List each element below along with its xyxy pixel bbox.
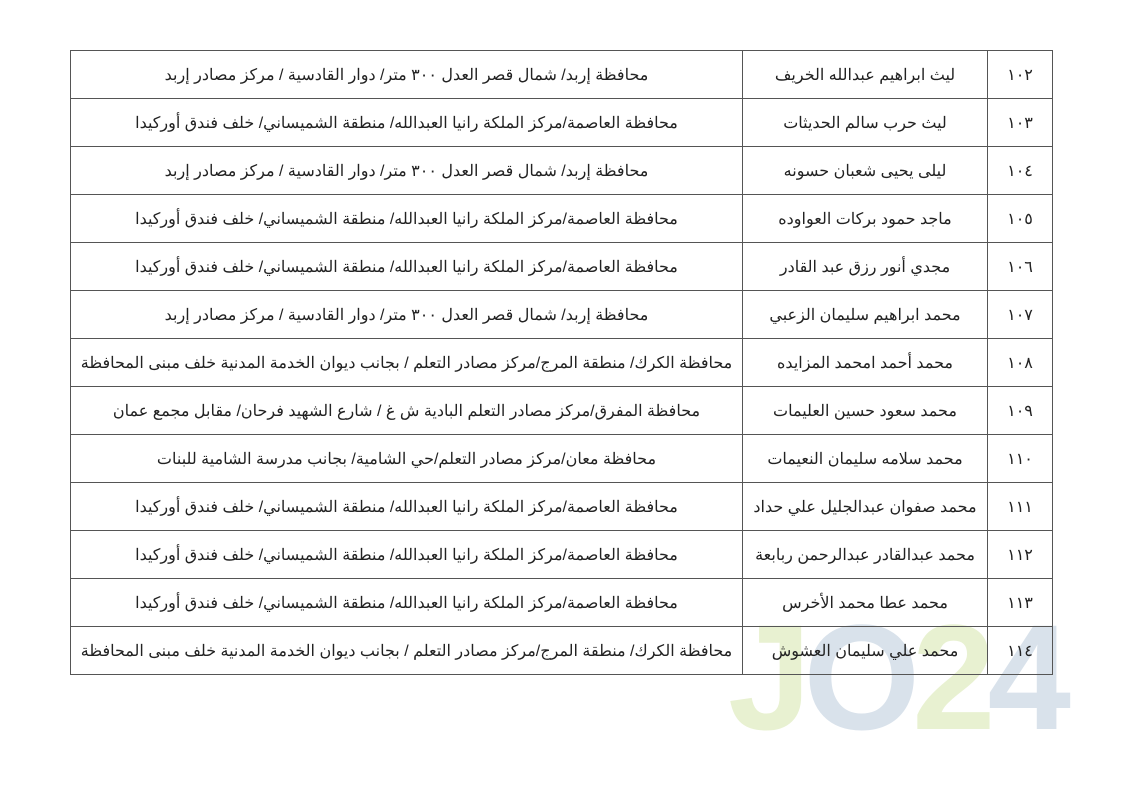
- cell-name: محمد صفوان عبدالجليل علي حداد: [743, 483, 988, 531]
- table-row: ١٠٣ليث حرب سالم الحديثاتمحافظة العاصمة/م…: [71, 99, 1053, 147]
- table-row: ١٠٢ليث ابراهيم عبدالله الخريفمحافظة إربد…: [71, 51, 1053, 99]
- cell-name: محمد ابراهيم سليمان الزعبي: [743, 291, 988, 339]
- cell-number: ١٠٢: [988, 51, 1053, 99]
- cell-name: محمد أحمد امحمد المزايده: [743, 339, 988, 387]
- table-row: ١٠٤ليلى يحيى شعبان حسونهمحافظة إربد/ شما…: [71, 147, 1053, 195]
- cell-location: محافظة العاصمة/مركز الملكة رانيا العبدال…: [71, 99, 743, 147]
- cell-number: ١١١: [988, 483, 1053, 531]
- table-row: ١٠٦مجدي أنور رزق عبد القادرمحافظة العاصم…: [71, 243, 1053, 291]
- table-row: ١١٤محمد علي سليمان العشوشمحافظة الكرك/ م…: [71, 627, 1053, 675]
- table-row: ١٠٥ماجد حمود بركات العواودهمحافظة العاصم…: [71, 195, 1053, 243]
- cell-number: ١٠٨: [988, 339, 1053, 387]
- cell-name: مجدي أنور رزق عبد القادر: [743, 243, 988, 291]
- table-row: ١١١محمد صفوان عبدالجليل علي حدادمحافظة ا…: [71, 483, 1053, 531]
- cell-number: ١١٤: [988, 627, 1053, 675]
- cell-name: محمد سلامه سليمان النعيمات: [743, 435, 988, 483]
- cell-number: ١١٠: [988, 435, 1053, 483]
- cell-number: ١٠٩: [988, 387, 1053, 435]
- table-row: ١١٠محمد سلامه سليمان النعيماتمحافظة معان…: [71, 435, 1053, 483]
- cell-location: محافظة إربد/ شمال قصر العدل ٣٠٠ متر/ دوا…: [71, 147, 743, 195]
- cell-location: محافظة إربد/ شمال قصر العدل ٣٠٠ متر/ دوا…: [71, 51, 743, 99]
- table-container: ١٠٢ليث ابراهيم عبدالله الخريفمحافظة إربد…: [70, 50, 1053, 675]
- cell-number: ١٠٣: [988, 99, 1053, 147]
- cell-number: ١١٢: [988, 531, 1053, 579]
- cell-location: محافظة العاصمة/مركز الملكة رانيا العبدال…: [71, 243, 743, 291]
- cell-number: ١٠٦: [988, 243, 1053, 291]
- table-row: ١٠٨محمد أحمد امحمد المزايدهمحافظة الكرك/…: [71, 339, 1053, 387]
- cell-name: ليث ابراهيم عبدالله الخريف: [743, 51, 988, 99]
- cell-number: ١٠٤: [988, 147, 1053, 195]
- cell-name: ليث حرب سالم الحديثات: [743, 99, 988, 147]
- cell-number: ١١٣: [988, 579, 1053, 627]
- table-row: ١٠٧محمد ابراهيم سليمان الزعبيمحافظة إربد…: [71, 291, 1053, 339]
- table-row: ١٠٩محمد سعود حسين العليماتمحافظة المفرق/…: [71, 387, 1053, 435]
- table-row: ١١٣محمد عطا محمد الأخرسمحافظة العاصمة/مر…: [71, 579, 1053, 627]
- cell-name: ماجد حمود بركات العواوده: [743, 195, 988, 243]
- cell-name: ليلى يحيى شعبان حسونه: [743, 147, 988, 195]
- cell-location: محافظة معان/مركز مصادر التعلم/حي الشامية…: [71, 435, 743, 483]
- data-table: ١٠٢ليث ابراهيم عبدالله الخريفمحافظة إربد…: [70, 50, 1053, 675]
- cell-location: محافظة العاصمة/مركز الملكة رانيا العبدال…: [71, 531, 743, 579]
- cell-location: محافظة العاصمة/مركز الملكة رانيا العبدال…: [71, 195, 743, 243]
- cell-name: محمد علي سليمان العشوش: [743, 627, 988, 675]
- cell-name: محمد عبدالقادر عبدالرحمن ربابعة: [743, 531, 988, 579]
- cell-name: محمد سعود حسين العليمات: [743, 387, 988, 435]
- cell-location: محافظة الكرك/ منطقة المرج/مركز مصادر الت…: [71, 627, 743, 675]
- cell-number: ١٠٥: [988, 195, 1053, 243]
- table-row: ١١٢محمد عبدالقادر عبدالرحمن ربابعةمحافظة…: [71, 531, 1053, 579]
- cell-location: محافظة الكرك/ منطقة المرج/مركز مصادر الت…: [71, 339, 743, 387]
- cell-location: محافظة العاصمة/مركز الملكة رانيا العبدال…: [71, 483, 743, 531]
- cell-name: محمد عطا محمد الأخرس: [743, 579, 988, 627]
- cell-number: ١٠٧: [988, 291, 1053, 339]
- cell-location: محافظة العاصمة/مركز الملكة رانيا العبدال…: [71, 579, 743, 627]
- cell-location: محافظة المفرق/مركز مصادر التعلم البادية …: [71, 387, 743, 435]
- cell-location: محافظة إربد/ شمال قصر العدل ٣٠٠ متر/ دوا…: [71, 291, 743, 339]
